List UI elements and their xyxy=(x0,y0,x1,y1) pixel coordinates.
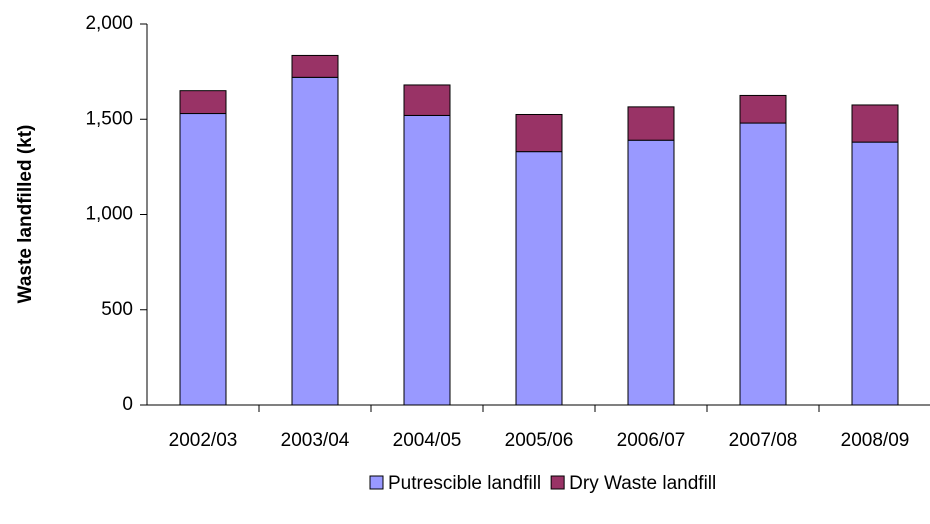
bar-segment xyxy=(851,104,899,143)
x-tick-label: 2005/06 xyxy=(505,430,574,451)
legend-label: Putrescible landfill xyxy=(388,473,541,494)
bar-segment xyxy=(291,76,339,406)
x-tick-label: 2003/04 xyxy=(281,430,350,451)
y-tick-label: 500 xyxy=(101,299,133,320)
bar-segment xyxy=(851,141,899,406)
bar-segment xyxy=(627,106,675,141)
bar-segment xyxy=(403,114,451,406)
legend-swatch xyxy=(369,475,384,490)
bar-segment xyxy=(515,113,563,153)
bar-segment xyxy=(403,84,451,116)
x-tick-label: 2004/05 xyxy=(393,430,462,451)
bar-segment xyxy=(739,122,787,406)
y-tick-label: 2,000 xyxy=(85,13,133,34)
legend-swatch xyxy=(550,475,565,490)
bar-segment xyxy=(179,90,227,115)
x-tick-label: 2007/08 xyxy=(729,430,798,451)
y-axis-title: Waste landfilled (kt) xyxy=(15,125,36,304)
y-tick-label: 1,000 xyxy=(85,204,133,225)
x-tick-label: 2002/03 xyxy=(169,430,238,451)
bar-segment xyxy=(739,94,787,124)
legend-label: Dry Waste landfill xyxy=(569,473,716,494)
y-tick-label: 0 xyxy=(122,394,133,415)
bar-segment xyxy=(515,151,563,406)
bar-segment xyxy=(291,54,339,78)
x-tick-label: 2006/07 xyxy=(617,430,686,451)
y-tick-label: 1,500 xyxy=(85,108,133,129)
bar-segment xyxy=(627,139,675,406)
x-tick-label: 2008/09 xyxy=(841,430,910,451)
bar-segment xyxy=(179,113,227,406)
